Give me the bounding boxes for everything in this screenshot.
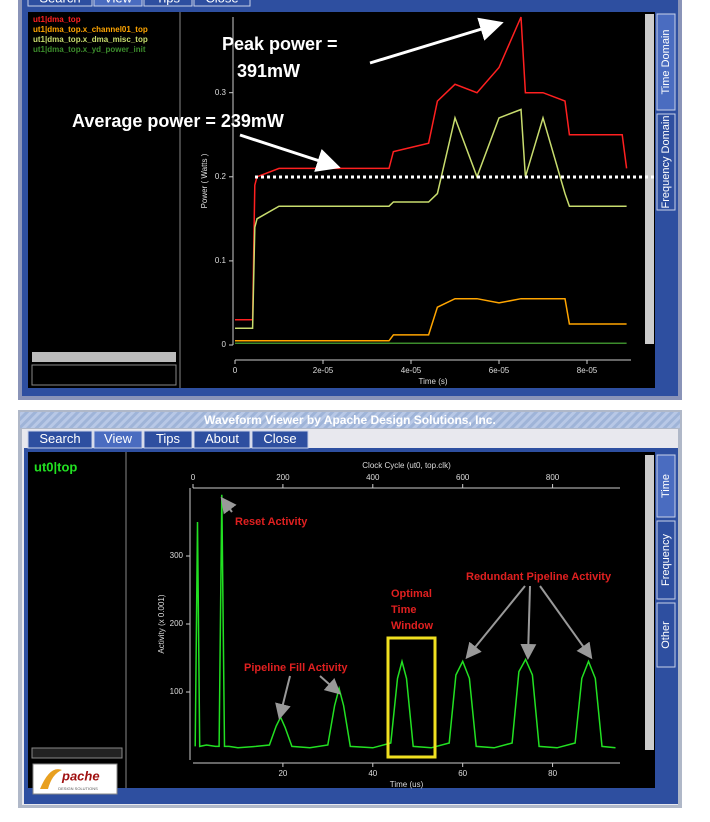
annotation: Redundant Pipeline Activity [466, 571, 612, 583]
x-tick-label: 0 [233, 366, 238, 375]
toolbar-button[interactable] [93, 0, 143, 7]
x2-tick-label: 200 [276, 473, 290, 482]
side-tab-label[interactable]: Time Domain [660, 30, 672, 95]
logo: pache DESIGN SOLUTIONS [32, 763, 118, 795]
arrow [520, 585, 537, 660]
y-tick-label: 200 [170, 619, 184, 628]
x-tick-label: 40 [368, 769, 377, 778]
toolbar-button-label[interactable]: Search [39, 431, 80, 446]
x-tick-label: 80 [548, 769, 557, 778]
toolbar-button[interactable] [143, 0, 193, 7]
y-axis-label: Power ( Watts ) [200, 153, 209, 208]
side-tab-label[interactable]: Frequency Domain [660, 116, 672, 209]
y-tick-label: 0 [222, 340, 227, 349]
toolbar-button[interactable] [251, 430, 309, 449]
x2-tick-label: 600 [456, 473, 470, 482]
y-axis-label: Activity (x 0.001) [157, 594, 166, 653]
x-tick-label: 2e-05 [313, 366, 334, 375]
side-tab[interactable] [656, 113, 676, 211]
x-tick-label: 20 [278, 769, 287, 778]
arrow [465, 585, 526, 660]
side-tab-label[interactable]: Other [660, 621, 672, 649]
toolbar-button-label[interactable]: Close [263, 431, 296, 446]
x2-tick-label: 0 [191, 473, 196, 482]
toolbar-button-label[interactable]: View [104, 0, 133, 5]
series-line [235, 16, 628, 321]
scrollbar [645, 14, 654, 344]
side-tab-label[interactable]: Time [660, 474, 672, 498]
logo-subtitle: DESIGN SOLUTIONS [58, 786, 98, 791]
scrollbar [31, 747, 123, 759]
toolbar-button[interactable] [27, 0, 93, 7]
side-tab-label[interactable]: Frequency [660, 534, 672, 586]
scrollbar [645, 455, 654, 750]
toolbar-button-label[interactable]: Tips [156, 431, 181, 446]
x-tick-label: 60 [458, 769, 467, 778]
legend-entry: ut0|top [34, 459, 77, 474]
toolbar-button[interactable] [143, 430, 193, 449]
toolbar-button[interactable] [27, 430, 93, 449]
legend-entry: ut1|dma_top.x_dma_misc_top [33, 35, 148, 44]
toolbar-button[interactable] [93, 430, 143, 449]
window-bottom: Waveform Viewer by Apache Design Solutio… [18, 410, 682, 808]
legend-entry: ut1|dma_top.x_yd_power_init [33, 45, 146, 54]
toolbar-button[interactable] [193, 0, 251, 7]
annotation: Average power = 239mW [72, 111, 284, 131]
side-tab[interactable] [656, 602, 676, 668]
legend-entry: ut1|dma_top [33, 15, 81, 24]
x2-tick-label: 400 [366, 473, 380, 482]
annotation: Window [391, 620, 433, 632]
toolbar-button-label[interactable]: Search [39, 0, 80, 5]
x2-axis-label: Clock Cycle (ut0, top.clk) [362, 461, 451, 470]
x-tick-label: 4e-05 [401, 366, 422, 375]
arrow [319, 675, 341, 695]
arrow [369, 17, 504, 65]
side-tab[interactable] [656, 520, 676, 600]
toolbar-button-label[interactable]: Tips [156, 0, 181, 5]
side-tab[interactable] [656, 13, 676, 111]
annotation: Time [391, 604, 416, 616]
highlight-box [386, 636, 437, 759]
annotation: 391mW [237, 61, 300, 81]
toolbar-button-label[interactable]: Close [205, 0, 238, 5]
x-tick-label: 6e-05 [489, 366, 510, 375]
window-top: Search View Tips Close Time Domain Frequency… [18, 0, 682, 400]
x2-tick-label: 800 [546, 473, 560, 482]
side-tab[interactable] [656, 454, 676, 518]
input-box [31, 364, 177, 386]
legend-entry: ut1|dma_top.x_channel01_top [33, 25, 148, 34]
annotation: Pipeline Fill Activity [244, 662, 348, 674]
toolbar-button-label[interactable]: About [205, 431, 239, 446]
scrollbar [32, 352, 176, 362]
series-line [235, 108, 627, 329]
annotation: Reset Activity [235, 516, 308, 528]
series-line [235, 297, 627, 342]
arrow [220, 496, 237, 515]
y-tick-label: 0.2 [215, 172, 227, 181]
y-tick-label: 0.1 [215, 256, 227, 265]
y-tick-label: 0.3 [215, 88, 227, 97]
x-axis-label: Time (s) [418, 377, 447, 386]
title-bar [20, 412, 680, 428]
toolbar-button-label[interactable]: View [104, 431, 133, 446]
toolbar-button[interactable] [193, 430, 251, 449]
arrow [539, 585, 593, 660]
arrow [275, 675, 291, 720]
y-tick-label: 100 [170, 687, 184, 696]
arrow [239, 133, 341, 172]
logo-mark [40, 769, 62, 789]
window-title: Waveform Viewer by Apache Design Solutio… [204, 413, 496, 427]
plot-panel [28, 452, 655, 788]
x-axis-label: Time (us) [390, 780, 424, 789]
annotation: Peak power = [222, 34, 338, 54]
logo-text: pache [61, 768, 100, 783]
annotation: Optimal [391, 588, 432, 600]
plot-panel [28, 12, 655, 388]
x-tick-label: 8e-05 [577, 366, 598, 375]
y-tick-label: 300 [170, 551, 184, 560]
series-line [194, 494, 616, 749]
